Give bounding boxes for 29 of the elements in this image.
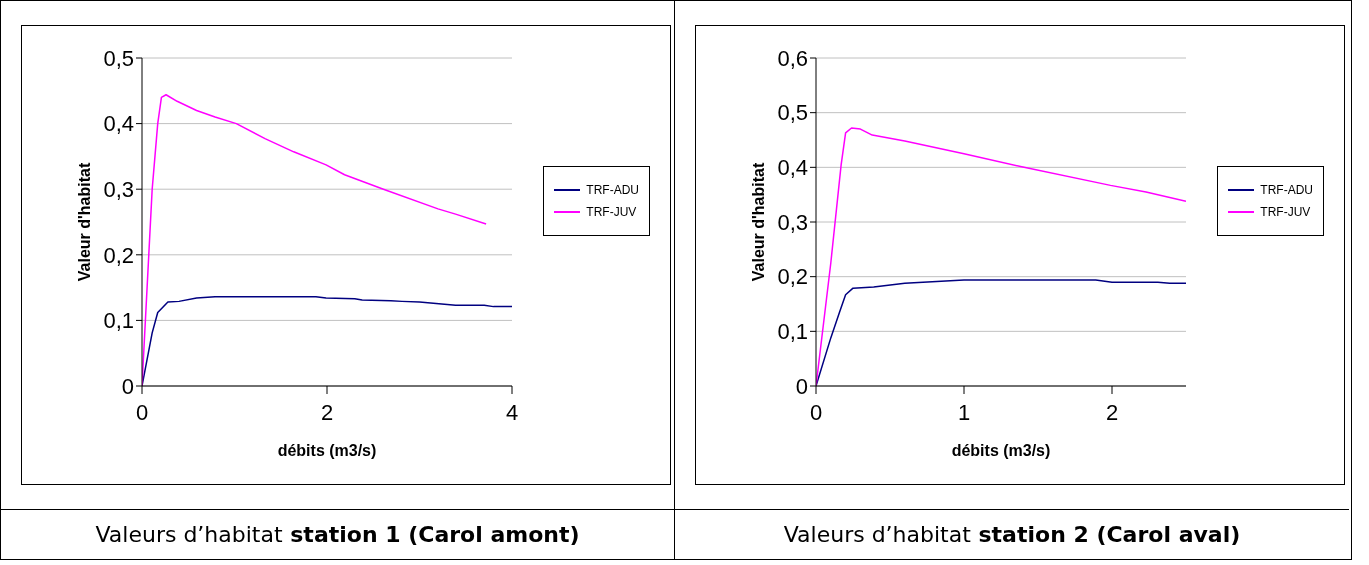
x-axis-title: débits (m3/s) [951,442,1051,459]
y-tick-label: 0,5 [103,45,134,71]
legend-label: TRF-ADU [586,183,639,197]
y-tick-label: 0,6 [777,45,808,71]
text: station 2 (Carol aval) [977,522,1241,547]
legend-label: TRF-ADU [1260,183,1313,197]
y-tick-label: 0,4 [777,155,808,181]
y-axis-title: Valeur d'habitat [749,162,767,282]
text: Valeurs d’habitat [95,522,283,547]
x-tick-label: 1 [957,399,971,425]
y-tick-label: 0,3 [777,209,808,235]
y-tick-label: 0,3 [103,177,134,203]
y-tick-label: 0,1 [103,308,134,334]
x-tick-label: 2 [320,399,334,425]
y-tick-label: 0 [795,373,808,399]
x-tick-label: 4 [505,399,519,425]
text: Valeurs d’habitat [783,522,971,547]
y-tick-label: 0,5 [777,100,808,126]
x-tick-label: 2 [1105,399,1119,425]
legend-label: TRF-JUV [1260,205,1311,219]
y-axis-title: Valeur d'habitat [75,162,93,282]
y-tick-label: 0,2 [777,264,808,290]
y-tick-label: 0,2 [103,242,134,268]
y-tick-label: 0,4 [103,111,134,137]
legend-label: TRF-JUV [586,205,637,219]
y-tick-label: 0 [121,373,134,399]
text: station 1 (Carol amont) [289,522,580,547]
y-tick-label: 0,1 [777,319,808,345]
x-axis-title: débits (m3/s) [277,442,377,459]
